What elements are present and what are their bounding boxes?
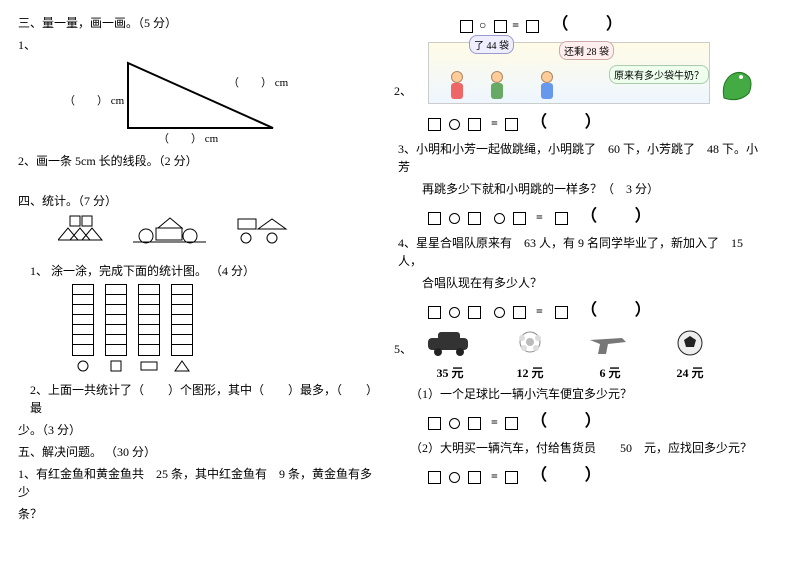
tri-left-blank: （ ） cm	[64, 92, 124, 108]
eq-row-q5-1: = （ ）	[426, 407, 766, 431]
eq-row-top: ○= （ ）	[458, 10, 766, 34]
q2-block: 2、 了 44 袋 还剩 28 袋 原来有多少袋牛奶？	[398, 42, 766, 104]
q4-a: 4、星星合唱队原来有 63 人，有 9 名同学毕业了，新加入了 15 人，	[398, 234, 766, 270]
eq-row-q3: = （ ）	[426, 202, 766, 226]
price-flower: 12 元	[500, 364, 560, 381]
q5-block: 5、 35 元 12 元 6 元 24 元	[398, 328, 766, 381]
item-car: 35 元	[420, 328, 480, 381]
q5-1: （1）一个足球比一辆小汽车便宜多少元？	[398, 385, 766, 403]
bubble-1: 了 44 袋	[469, 35, 514, 54]
tally-col-square	[105, 284, 127, 377]
bubble-2: 还剩 28 袋	[559, 41, 614, 60]
q3-a: 3、小明和小芳一起做跳绳，小明跳了 60 下，小芳跳了 48 下。小芳	[398, 140, 766, 176]
section-4-title: 四、统计。（7 分）	[18, 192, 382, 210]
price-car: 35 元	[420, 364, 480, 381]
section-5-title: 五、解决问题。 （30 分）	[18, 443, 382, 461]
s5-q1a: 1、有红金鱼和黄金鱼共 25 条，其中红金鱼有 9 条，黄金鱼有多少	[18, 465, 382, 501]
triangle-svg	[108, 58, 288, 138]
triangle-figure: （ ） cm （ ） cm （ ） cm	[108, 58, 382, 148]
shapes-samples	[58, 214, 382, 258]
q2-text: 2、画一条 5cm 长的线段。（2 分）	[18, 152, 382, 170]
section-3-title: 三、量一量，画一画。（5 分）	[18, 14, 382, 32]
left-column: 三、量一量，画一画。（5 分） 1、 （ ） cm （ ） cm （ ） cm …	[0, 0, 390, 565]
right-column: ○= （ ） 2、 了 44 袋 还剩 28 袋 原来有多少袋牛奶？ = （ ）	[390, 0, 780, 565]
q1-label: 1、	[18, 36, 382, 54]
q3-b: 再跳多少下就和小明跳的一样多？（ 3 分）	[398, 180, 766, 198]
bubble-3: 原来有多少袋牛奶？	[609, 65, 709, 84]
s4-q2a: 2、上面一共统计了（ ）个图形，其中（ ）最多，（ ）最	[18, 381, 382, 417]
q5-label: 5、	[394, 340, 412, 357]
crocodile-icon	[719, 63, 759, 103]
eq-row-q2: = （ ）	[426, 108, 766, 132]
q4-b: 合唱队现在有多少人？	[398, 274, 766, 292]
price-gun: 6 元	[580, 364, 640, 381]
item-ball: 24 元	[660, 328, 720, 381]
item-flower: 12 元	[500, 328, 560, 381]
tally-col-rect	[138, 284, 160, 377]
price-ball: 24 元	[660, 364, 720, 381]
cartoon-scene: 了 44 袋 还剩 28 袋 原来有多少袋牛奶？	[428, 42, 710, 104]
tri-hyp-blank: （ ） cm	[228, 74, 288, 90]
s4-q1: 1、 涂一涂，完成下面的统计图。 （4 分）	[18, 262, 382, 280]
eq-row-q5-2: = （ ）	[426, 461, 766, 485]
tally-col-circle	[72, 284, 94, 377]
item-gun: 6 元	[580, 328, 640, 381]
tri-base-blank: （ ） cm	[158, 130, 218, 146]
eq-row-q4: = （ ）	[426, 296, 766, 320]
tally-col-triangle	[171, 284, 193, 377]
q2-label: 2、	[394, 82, 412, 99]
s5-q1b: 条？	[18, 505, 382, 523]
q5-2: （2）大明买一辆汽车，付给售货员 50 元，应找回多少元？	[398, 439, 766, 457]
tally-chart	[68, 284, 382, 377]
s4-q2b: 少。（3 分）	[18, 421, 382, 439]
